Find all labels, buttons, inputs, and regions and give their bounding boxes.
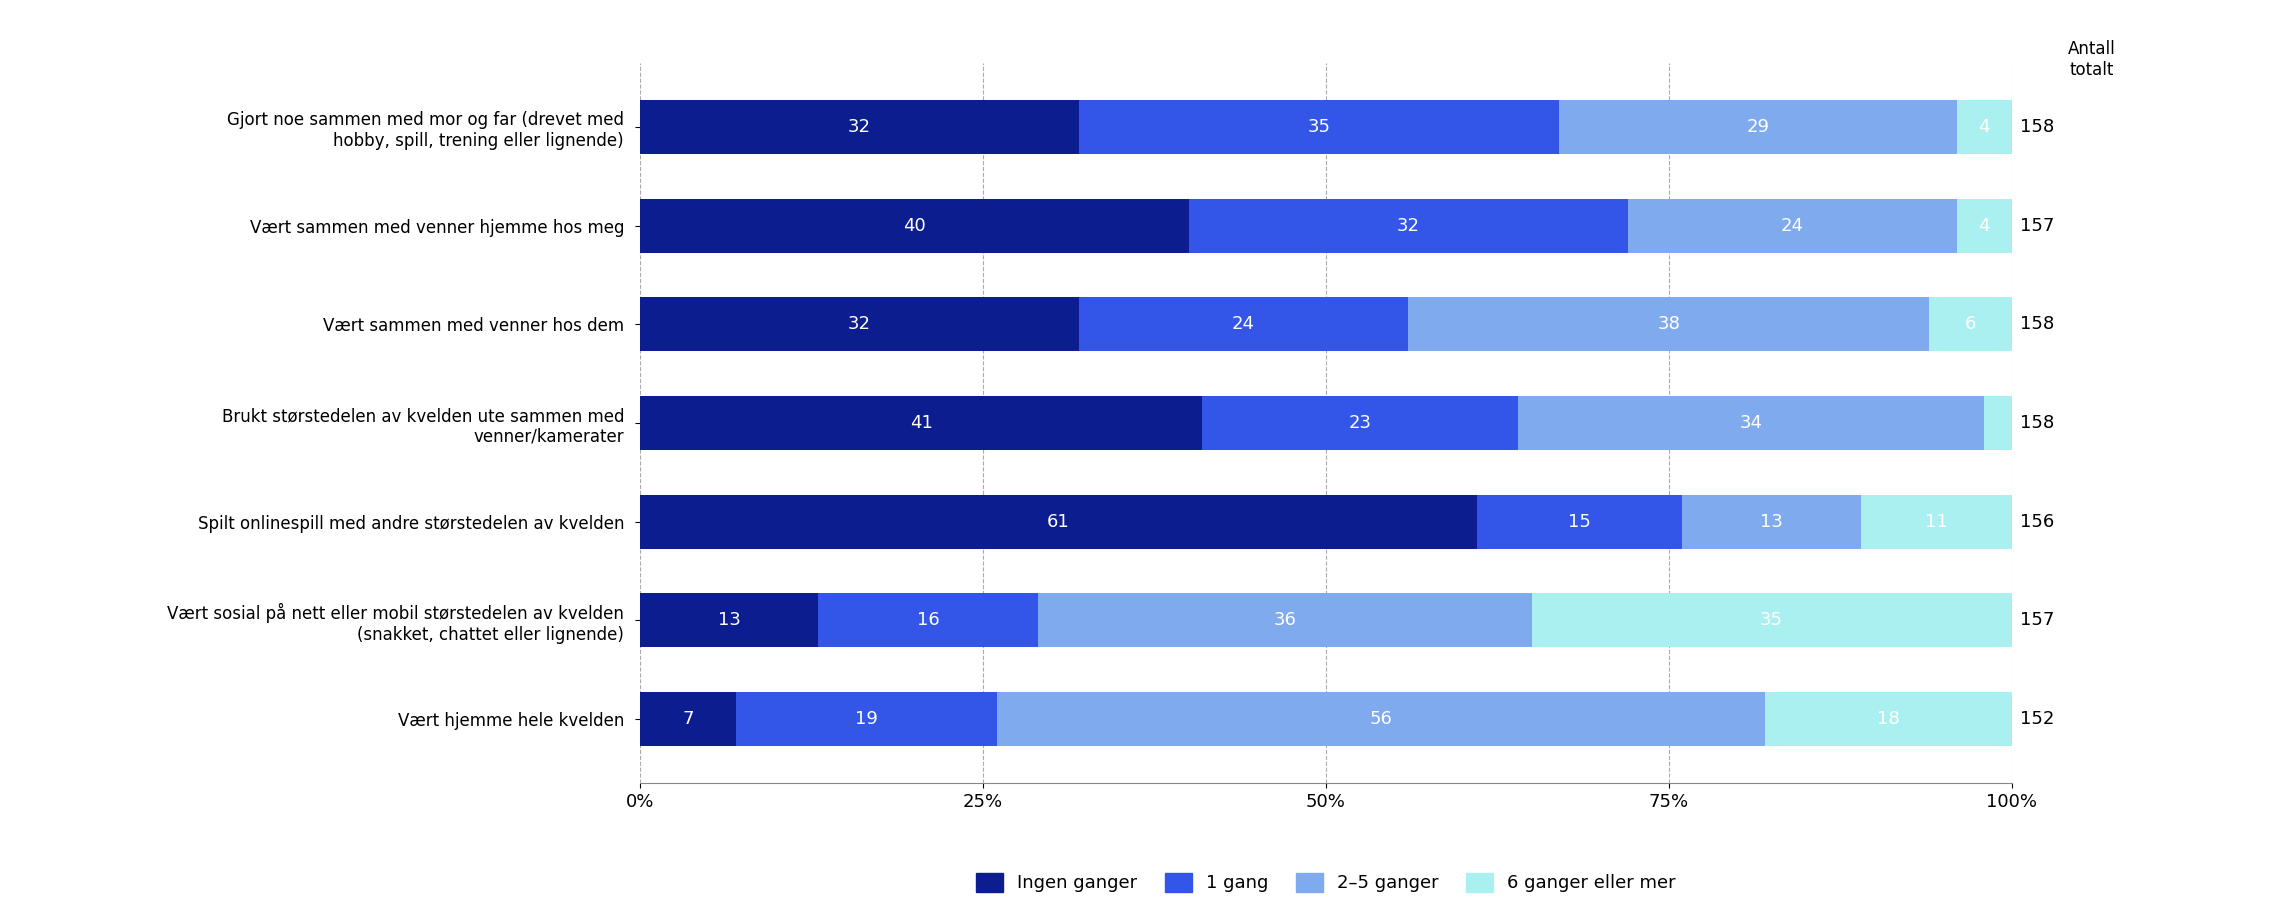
Text: 158: 158: [2021, 414, 2055, 432]
Text: 7: 7: [681, 710, 695, 728]
Bar: [1861, 494, 2012, 549]
Text: 158: 158: [2021, 118, 2055, 136]
Bar: [1682, 494, 1861, 549]
Text: 13: 13: [718, 611, 741, 629]
Bar: [818, 593, 1038, 647]
Text: 4: 4: [1977, 217, 1991, 235]
Bar: [997, 692, 1765, 746]
Bar: [1518, 396, 1984, 450]
Bar: [640, 297, 1079, 352]
Bar: [1628, 199, 1957, 253]
Text: 34: 34: [1740, 414, 1763, 432]
Text: 36: 36: [1273, 611, 1296, 629]
Text: 156: 156: [2021, 513, 2055, 531]
Bar: [640, 199, 1189, 253]
Bar: [640, 692, 736, 746]
Text: 38: 38: [1657, 315, 1680, 333]
Bar: [640, 494, 1477, 549]
Text: 19: 19: [855, 710, 878, 728]
Text: 11: 11: [1925, 513, 1948, 531]
Text: 23: 23: [1349, 414, 1372, 432]
Text: 13: 13: [1760, 513, 1783, 531]
Text: 32: 32: [848, 315, 871, 333]
Bar: [1984, 396, 2025, 450]
Text: 41: 41: [910, 414, 933, 432]
Text: 152: 152: [2021, 710, 2055, 728]
Text: 24: 24: [1781, 217, 1804, 235]
Bar: [1957, 100, 2012, 154]
Text: 29: 29: [1747, 118, 1769, 136]
Bar: [736, 692, 997, 746]
Bar: [1202, 396, 1518, 450]
Bar: [640, 100, 1079, 154]
Bar: [1559, 100, 1957, 154]
Text: 35: 35: [1760, 611, 1783, 629]
Text: 24: 24: [1232, 315, 1255, 333]
Text: 157: 157: [2021, 611, 2055, 629]
Bar: [1079, 297, 1408, 352]
Bar: [640, 396, 1202, 450]
Text: 61: 61: [1047, 513, 1070, 531]
Bar: [640, 593, 818, 647]
Text: 157: 157: [2021, 217, 2055, 235]
Text: 32: 32: [1397, 217, 1420, 235]
Bar: [1038, 593, 1532, 647]
Bar: [1532, 593, 2012, 647]
Text: 18: 18: [1877, 710, 1900, 728]
Bar: [1929, 297, 2012, 352]
Bar: [1765, 692, 2012, 746]
Text: 6: 6: [1966, 315, 1975, 333]
Bar: [1189, 199, 1628, 253]
Text: 56: 56: [1369, 710, 1392, 728]
Text: 15: 15: [1568, 513, 1591, 531]
Bar: [1957, 199, 2012, 253]
Text: Antall
totalt: Antall totalt: [2069, 40, 2115, 79]
Text: 40: 40: [903, 217, 926, 235]
Bar: [1477, 494, 1682, 549]
Text: 4: 4: [1977, 118, 1991, 136]
Text: 158: 158: [2021, 315, 2055, 333]
Text: 32: 32: [848, 118, 871, 136]
Text: 16: 16: [917, 611, 940, 629]
Bar: [1079, 100, 1559, 154]
Bar: [1408, 297, 1929, 352]
Text: 35: 35: [1308, 118, 1330, 136]
Legend: Ingen ganger, 1 gang, 2–5 ganger, 6 ganger eller mer: Ingen ganger, 1 gang, 2–5 ganger, 6 gang…: [967, 864, 1685, 900]
